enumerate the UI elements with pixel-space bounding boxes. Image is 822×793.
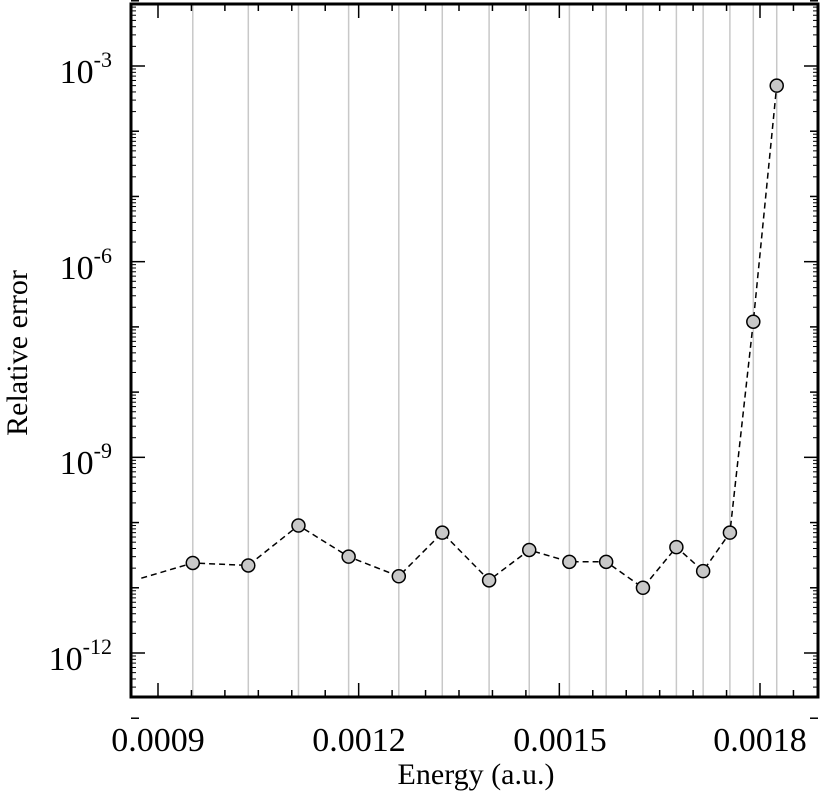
data-point: [291, 518, 306, 533]
data-point: [669, 539, 684, 555]
y-tick-exponent: -6: [94, 243, 112, 268]
data-point: [391, 569, 407, 584]
data-point: [521, 542, 537, 558]
y-tick-label: 10-3: [60, 47, 112, 91]
x-tick-label: 0.0015: [513, 722, 607, 759]
data-point: [722, 525, 738, 540]
y-tick-label: 10-6: [60, 243, 112, 287]
data-point: [769, 78, 784, 93]
x-tick-label: 0.0012: [312, 722, 406, 759]
x-axis-title: Energy (a.u.): [398, 758, 555, 791]
data-point: [695, 563, 711, 579]
data-point: [241, 558, 256, 573]
major-ticks: [131, 0, 818, 719]
plot-frame: [129, 2, 820, 699]
data-point: [598, 554, 614, 570]
y-tick-label: 10-12: [49, 634, 112, 678]
data-point: [635, 580, 651, 596]
data-point: [341, 549, 356, 564]
x-tick-labels: 0.0009 0.0012 0.0015 0.0018: [111, 722, 807, 759]
y-tick-label: 10-9: [60, 438, 112, 482]
series-line-layer: [141, 85, 778, 589]
series-points: [185, 78, 784, 596]
y-tick-labels: 10-3 10-6 10-9 10-12: [49, 47, 112, 678]
x-tick-label: 0.0009: [111, 722, 205, 759]
y-tick-exponent: -12: [83, 634, 112, 659]
series-line: [141, 85, 778, 589]
data-point: [435, 525, 450, 540]
y-tick-exponent: -3: [94, 47, 112, 72]
minor-ticks: [131, 6, 818, 688]
data-point: [185, 555, 201, 571]
data-point: [562, 554, 577, 570]
x-tick-label: 0.0018: [713, 722, 807, 759]
grid-lines: [192, 4, 778, 697]
data-point: [746, 314, 761, 329]
y-tick-exponent: -9: [94, 438, 112, 463]
data-point: [481, 573, 497, 588]
y-axis-title: Relative error: [1, 270, 34, 436]
